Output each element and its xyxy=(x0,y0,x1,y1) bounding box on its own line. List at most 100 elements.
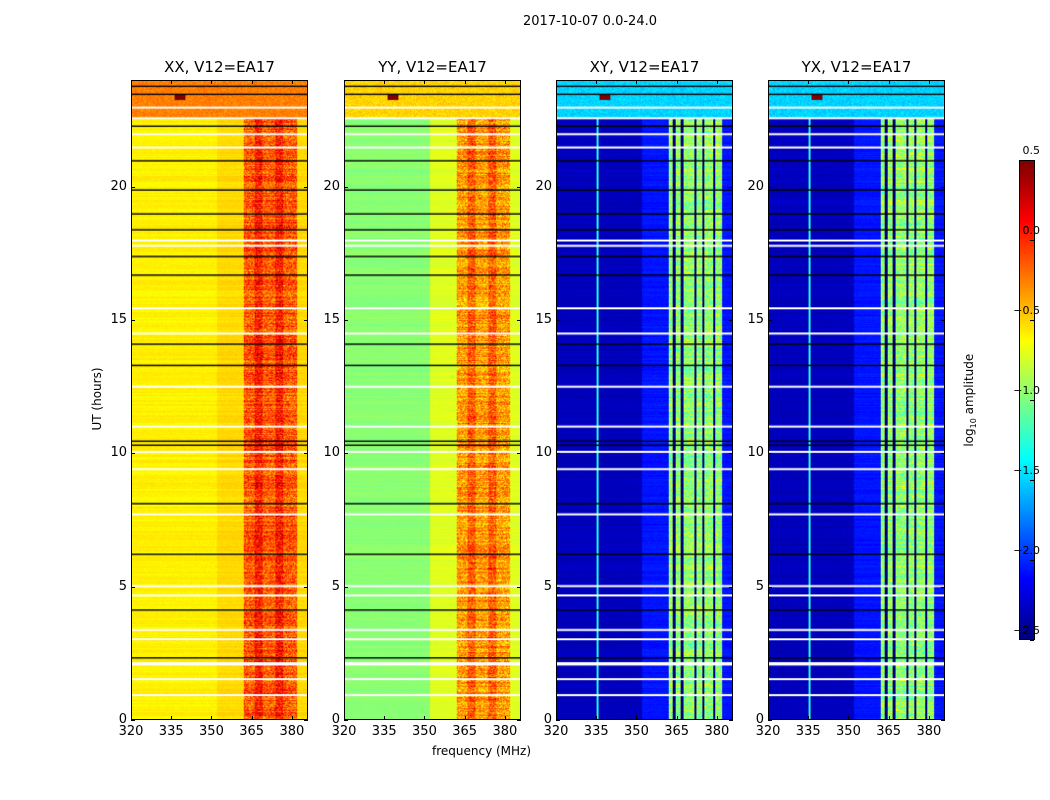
x-tick-mark xyxy=(716,716,718,720)
x-tick-mark xyxy=(344,716,345,720)
y-tick-mark xyxy=(304,186,308,188)
y-tick-label: 0 xyxy=(543,712,552,727)
y-tick-label: 0 xyxy=(755,712,764,727)
y-tick-label: 0 xyxy=(118,712,127,727)
x-tick-label: 365 xyxy=(452,724,478,739)
x-tick-mark xyxy=(464,80,466,84)
x-tick-mark xyxy=(251,80,253,84)
y-tick-label: 15 xyxy=(323,312,340,327)
y-tick-label: 5 xyxy=(331,578,340,594)
y-tick-mark xyxy=(768,320,772,321)
x-tick-label: 350 xyxy=(412,724,437,739)
y-tick-mark xyxy=(768,453,772,455)
x-tick-mark xyxy=(291,80,293,84)
x-tick-mark xyxy=(504,716,506,720)
y-tick-mark xyxy=(344,720,348,721)
x-tick-mark xyxy=(291,716,293,720)
y-tick-mark xyxy=(768,186,772,188)
heatmap-panel-3 xyxy=(768,80,945,720)
x-tick-label: 335 xyxy=(371,724,397,739)
x-tick-mark xyxy=(676,716,678,720)
y-axis-label: UT (hours) xyxy=(90,367,104,431)
y-tick-mark xyxy=(304,320,308,321)
x-tick-mark xyxy=(131,80,132,84)
colorbar-tick-mark xyxy=(1030,560,1034,561)
x-tick-mark xyxy=(596,80,598,84)
y-tick-mark xyxy=(131,186,135,188)
y-tick-mark xyxy=(556,186,560,188)
y-tick-mark xyxy=(517,320,521,321)
y-tick-mark xyxy=(131,320,135,321)
panel-title-0: XX, V12=EA17 xyxy=(164,58,275,76)
y-tick-mark xyxy=(131,720,135,721)
y-tick-mark xyxy=(344,186,348,188)
figure-title: 2017-10-07 0.0-24.0 xyxy=(523,14,657,29)
y-tick-mark xyxy=(517,586,521,588)
y-tick-mark xyxy=(304,720,308,721)
x-tick-mark xyxy=(848,716,850,720)
heatmap-panel-0 xyxy=(131,80,308,720)
colorbar-tick-mark xyxy=(1030,240,1034,241)
y-tick-mark xyxy=(344,586,348,588)
heatmap-image xyxy=(769,81,944,719)
x-tick-mark xyxy=(424,716,426,720)
y-tick-mark xyxy=(729,320,733,321)
x-tick-mark xyxy=(556,80,557,84)
y-tick-mark xyxy=(556,320,560,321)
x-tick-mark xyxy=(808,80,810,84)
x-tick-label: 350 xyxy=(836,724,861,739)
colorbar-tick-label: −1.5 xyxy=(1013,464,1040,477)
colorbar-label-sub: 10 xyxy=(969,418,979,429)
x-tick-label: 380 xyxy=(704,724,730,739)
panel-title-2: XY, V12=EA17 xyxy=(589,58,700,76)
x-tick-mark xyxy=(211,80,213,84)
colorbar-tick-label: −1.0 xyxy=(1013,384,1040,397)
x-tick-mark xyxy=(171,80,173,84)
colorbar-tick-mark xyxy=(1030,400,1034,401)
y-tick-mark xyxy=(729,453,733,455)
heatmap-panel-2 xyxy=(556,80,733,720)
heatmap-image xyxy=(345,81,520,719)
y-tick-label: 10 xyxy=(323,445,340,461)
heatmap-image xyxy=(557,81,732,719)
y-tick-label: 5 xyxy=(755,578,764,594)
x-tick-mark xyxy=(768,80,769,84)
y-tick-mark xyxy=(729,186,733,188)
x-tick-mark xyxy=(251,716,253,720)
colorbar-label: log10 amplitude xyxy=(962,340,978,460)
y-tick-mark xyxy=(729,720,733,721)
x-tick-mark xyxy=(636,80,638,84)
colorbar-tick-mark xyxy=(1030,160,1034,161)
y-tick-mark xyxy=(344,453,348,455)
colorbar-tick-label: −0.5 xyxy=(1013,304,1040,317)
y-tick-mark xyxy=(304,453,308,455)
x-tick-label: 365 xyxy=(664,724,690,739)
y-tick-mark xyxy=(941,453,945,455)
y-tick-mark xyxy=(344,320,348,321)
colorbar-tick-mark xyxy=(1030,640,1034,641)
colorbar-tick-label: −2.0 xyxy=(1013,544,1040,557)
x-tick-label: 380 xyxy=(279,724,305,739)
panel-title-3: YX, V12=EA17 xyxy=(801,58,912,76)
y-tick-label: 10 xyxy=(747,445,764,461)
y-tick-mark xyxy=(556,453,560,455)
x-tick-label: 320 xyxy=(118,724,144,739)
y-tick-label: 15 xyxy=(535,312,552,327)
y-tick-mark xyxy=(517,453,521,455)
y-tick-label: 15 xyxy=(747,312,764,327)
x-tick-label: 335 xyxy=(583,724,609,739)
x-tick-mark xyxy=(464,716,466,720)
x-tick-mark xyxy=(888,716,890,720)
x-tick-label: 320 xyxy=(543,724,569,739)
y-tick-label: 20 xyxy=(747,178,764,194)
x-tick-label: 365 xyxy=(239,724,265,739)
x-tick-mark xyxy=(424,80,426,84)
panel-title-1: YY, V12=EA17 xyxy=(378,58,487,76)
x-tick-mark xyxy=(344,80,345,84)
x-tick-mark xyxy=(596,716,598,720)
y-tick-label: 15 xyxy=(110,312,127,327)
y-tick-mark xyxy=(768,720,772,721)
x-tick-mark xyxy=(636,716,638,720)
x-tick-mark xyxy=(888,80,890,84)
x-tick-mark xyxy=(768,716,769,720)
